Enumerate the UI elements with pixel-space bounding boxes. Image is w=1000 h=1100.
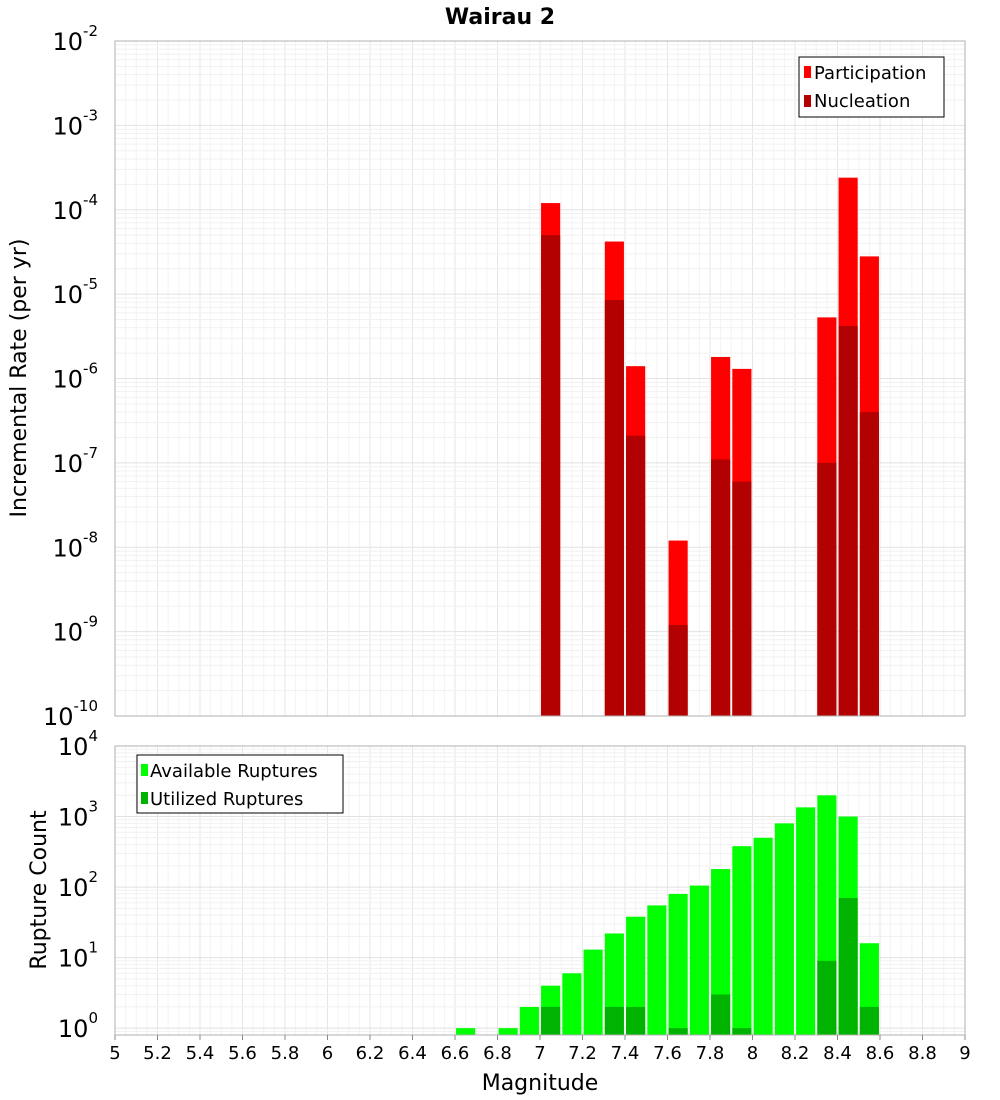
rate-panel: 10-10 10-9 10-8 10-7 10-6 10-5 10-4 10-3 10-2 In… [7,22,966,731]
legend-label-nucleation: Nucleation [814,91,910,112]
x-tick-label: 7.2 [568,1043,597,1064]
rate-y-tick-label: 10-9 [52,613,98,647]
x-tick-label: 5 [109,1043,120,1064]
nucleation-bar [604,300,624,716]
legend-swatch-available [141,764,148,776]
nucleation-bar [817,462,837,716]
available-ruptures-bar [498,1028,518,1035]
available-ruptures-bar [732,846,752,1035]
available-ruptures-bar [711,869,731,1035]
x-tick-label: 7.4 [611,1043,640,1064]
count-y-tick-label: 103 [58,798,98,832]
legend-swatch-participation [804,66,811,78]
x-tick-label: 8.4 [823,1043,852,1064]
rate-y-tick-label: 10-4 [52,191,98,225]
rate-y-tick-label: 10-6 [52,360,98,394]
available-ruptures-bar [626,916,646,1035]
available-ruptures-bar [753,837,773,1035]
x-axis-label: Magnitude [482,1071,599,1096]
rate-bars [541,177,879,717]
utilized-ruptures-bar [541,1006,561,1035]
rate-y-tick-label: 10-10 [43,697,98,731]
count-y-tick-label: 100 [58,1009,98,1043]
x-tick-label: 6.4 [398,1043,427,1064]
rate-y-tick-label: 10-5 [52,275,98,309]
utilized-ruptures-bar [668,1028,688,1035]
count-x-ticks: 5 5.2 5.4 5.6 5.8 6 6.2 6.4 6.6 6.8 7 7.2 7.4 7.6 7.8 8… [109,1035,971,1064]
x-tick-label: 5.2 [143,1043,172,1064]
count-y-tick-label: 102 [58,868,98,902]
utilized-ruptures-bar [838,898,858,1035]
x-tick-label: 6.6 [441,1043,470,1064]
available-ruptures-bar [583,949,603,1035]
available-ruptures-bar [647,905,667,1035]
count-legend-box [136,754,344,814]
x-tick-label: 8 [747,1043,758,1064]
rate-gridlines [114,41,966,717]
nucleation-bar [859,412,879,716]
available-ruptures-bar [668,893,688,1035]
count-y-axis-label: Rupture Count [27,810,52,970]
rate-plot-frame [114,40,966,717]
count-panel: 100 101 102 103 104 5 5.2 5.4 5.6 5.8 6 6.2 6.4 6.6 6… [27,727,971,1096]
utilized-ruptures-bar [626,1006,646,1035]
available-ruptures-bar [456,1028,476,1035]
rate-y-tick-label: 10-2 [52,22,98,56]
x-tick-label: 5.8 [271,1043,300,1064]
legend-swatch-utilized [141,792,148,804]
nucleation-bar [711,459,731,716]
count-y-tick-label: 101 [58,939,98,973]
nucleation-bar [732,481,752,716]
utilized-ruptures-bar [817,960,837,1035]
available-ruptures-bar [519,1006,539,1035]
count-legend: Available Ruptures Utilized Ruptures [136,754,344,814]
legend-label-participation: Participation [814,63,926,84]
count-bars [456,795,879,1035]
legend-label-available: Available Ruptures [150,761,318,782]
rate-y-ticks: 10-10 10-9 10-8 10-7 10-6 10-5 10-4 10-3 10-2 [43,22,98,731]
rate-legend: Participation Nucleation [798,56,945,118]
x-tick-label: 8.2 [781,1043,810,1064]
x-tick-label: 6.2 [356,1043,385,1064]
x-tick-label: 6 [322,1043,333,1064]
legend-swatch-nucleation [804,95,811,107]
x-tick-label: 5.6 [228,1043,257,1064]
x-tick-label: 8.8 [908,1043,937,1064]
x-tick-label: 5.4 [186,1043,215,1064]
utilized-ruptures-bar [604,1006,624,1035]
nucleation-bar [668,624,688,716]
count-y-tick-label: 104 [58,727,98,761]
nucleation-bar [541,235,561,716]
rate-y-axis-label: Incremental Rate (per yr) [7,239,32,518]
count-y-ticks: 100 101 102 103 104 [58,727,98,1043]
utilized-ruptures-bar [732,1028,752,1035]
rate-legend-box [798,56,945,118]
x-tick-label: 8.6 [866,1043,895,1064]
available-ruptures-bar [562,973,582,1035]
available-ruptures-bar [689,885,709,1035]
rate-y-tick-label: 10-8 [52,528,98,562]
x-tick-label: 6.8 [483,1043,512,1064]
chart-title: Wairau 2 [445,5,555,30]
legend-label-utilized: Utilized Ruptures [150,789,303,810]
nucleation-bar [838,325,858,716]
rate-y-tick-label: 10-3 [52,106,98,140]
nucleation-bar [626,435,646,716]
x-tick-label: 7 [534,1043,545,1064]
x-tick-label: 7.8 [696,1043,725,1064]
x-tick-label: 7.6 [653,1043,682,1064]
utilized-ruptures-bar [859,1006,879,1035]
rate-y-tick-label: 10-7 [52,444,98,478]
available-ruptures-bar [774,823,794,1035]
x-tick-label: 9 [959,1043,970,1064]
utilized-ruptures-bar [711,994,731,1035]
available-ruptures-bar [796,807,816,1035]
